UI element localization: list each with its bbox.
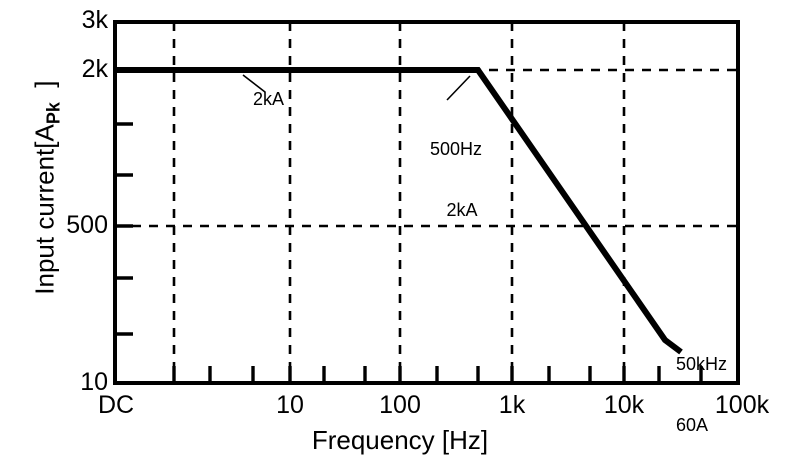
- input-current-curve: [116, 67, 683, 355]
- x-tick-label-10k: 10k: [603, 391, 645, 419]
- y-axis-title-suffix: ]: [29, 80, 60, 103]
- x-tick-label-dc: DC: [97, 391, 135, 419]
- annotation-endpoint: 50kHz 60A: [676, 314, 786, 475]
- annotation-knee-line1: 500Hz: [430, 139, 483, 160]
- annotation-flat-2kA: 2kA: [253, 89, 285, 109]
- grid-vertical: [172, 22, 626, 383]
- leader-500Hz: [446, 75, 471, 101]
- y-axis-ticks: [115, 68, 133, 336]
- x-tick-label-1k: 1k: [498, 391, 526, 419]
- plot-frame: [113, 20, 740, 385]
- annotation-endpoint-line2: 60A: [676, 414, 709, 435]
- annotation-knee: 500Hz 2kA: [430, 99, 520, 260]
- x-axis-title: Frequency [Hz]: [311, 425, 489, 455]
- x-axis-ticks: [172, 366, 703, 383]
- y-tick-label-500: 500: [66, 211, 108, 239]
- chart-svg: [113, 20, 740, 385]
- y-axis-title-prefix: Input current[A: [29, 124, 60, 295]
- y-tick-label-10: 10: [80, 368, 108, 396]
- x-tick-label-100k: 100k: [714, 391, 770, 419]
- annotation-knee-line2: 2kA: [446, 199, 478, 220]
- x-tick-label-100: 100: [379, 391, 421, 419]
- x-tick-label-10: 10: [276, 391, 304, 419]
- y-axis-title: Input current[APk ]: [29, 23, 64, 353]
- leader-2kA: [242, 74, 266, 93]
- annotation-endpoint-line1: 50kHz: [676, 354, 728, 375]
- y-tick-label-2k: 2k: [81, 55, 108, 83]
- grid-horizontal: [115, 68, 738, 228]
- y-tick-label-3k: 3k: [81, 6, 108, 34]
- annotation-leaders: [242, 74, 471, 101]
- y-axis-title-subscript: Pk: [43, 102, 64, 125]
- chart-canvas: 3k 2k 500 10 Input current[APk ] DC 10 1…: [29, 6, 770, 455]
